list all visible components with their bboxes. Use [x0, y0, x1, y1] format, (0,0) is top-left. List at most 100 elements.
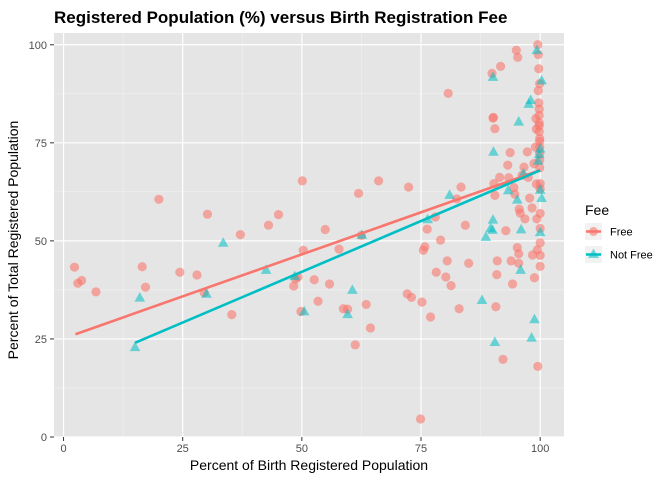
point-free [498, 354, 508, 364]
point-free [514, 258, 524, 268]
point-free [420, 242, 430, 252]
point-not-free [511, 194, 523, 204]
point-free [263, 220, 274, 230]
legend-marker-free [589, 227, 598, 236]
point-free [535, 250, 545, 260]
point-free [535, 261, 545, 271]
trend-lines [75, 169, 541, 345]
point-not-free [487, 224, 498, 234]
x-axis-ticks: 0 25 50 75 100 [60, 437, 549, 455]
point-not-free [134, 292, 146, 302]
point-free [520, 214, 530, 224]
legend-label-not-free: Not Free [610, 250, 653, 262]
point-free [417, 297, 427, 307]
point-free [227, 310, 237, 320]
trend-line-not-free [134, 169, 541, 345]
point-not-free [488, 146, 499, 156]
y-tick-label: 50 [35, 236, 47, 248]
x-tick-label: 0 [60, 443, 66, 455]
point-free [513, 52, 523, 62]
point-free [406, 292, 417, 302]
grid-lines [54, 33, 564, 438]
point-free [175, 267, 185, 277]
legend-marker-not-free [588, 248, 599, 258]
point-free [431, 267, 441, 277]
point-free [522, 147, 532, 157]
x-tick-label: 25 [177, 443, 189, 455]
legend-label-free: Free [610, 227, 633, 239]
x-axis-title: Percent of Birth Registered Population [190, 457, 428, 473]
point-not-free [487, 214, 499, 224]
point-free [503, 160, 513, 170]
point-free [192, 270, 202, 280]
point-free [289, 281, 299, 291]
point-not-free [526, 332, 537, 342]
point-not-free [444, 189, 455, 199]
point-not-free [536, 192, 547, 203]
point-not-free [534, 226, 546, 237]
y-tick-label: 25 [35, 334, 47, 346]
point-free [442, 256, 452, 266]
point-free [441, 272, 451, 282]
point-free [353, 188, 364, 199]
point-free [525, 193, 535, 203]
point-free [309, 275, 319, 285]
point-free [415, 414, 426, 424]
point-not-free [502, 184, 514, 195]
legend-item-free: Free [585, 223, 633, 240]
point-not-free [201, 288, 212, 298]
point-free [492, 270, 502, 280]
point-free [235, 230, 245, 240]
point-free [535, 238, 545, 248]
point-not-free [534, 184, 546, 194]
point-free [533, 86, 543, 96]
y-axis-title: Percent of Total Registered Population [5, 121, 21, 360]
point-not-free [129, 341, 141, 352]
chart-title: Registered Population (%) versus Birth R… [54, 8, 507, 27]
point-free [202, 209, 213, 219]
point-not-free [515, 264, 526, 274]
trend-line-free [75, 169, 541, 336]
point-free [464, 258, 474, 268]
point-not-free [532, 155, 544, 165]
point-free [511, 45, 521, 55]
point-not-free [529, 313, 540, 324]
plot-panel [54, 33, 564, 437]
point-free [507, 279, 518, 289]
point-free [324, 279, 335, 289]
point-free [425, 312, 436, 322]
point-free [514, 249, 524, 259]
point-not-free [536, 74, 547, 85]
point-free [404, 182, 414, 192]
point-free [506, 256, 516, 266]
x-tick-label: 100 [531, 443, 549, 455]
point-free [69, 262, 80, 272]
point-free [140, 282, 151, 292]
point-not-free [217, 237, 229, 247]
point-free [529, 273, 540, 283]
point-not-free [533, 148, 545, 159]
point-free [422, 224, 432, 234]
point-free [535, 208, 545, 219]
point-free [501, 226, 511, 236]
point-free [496, 61, 506, 71]
point-free [505, 148, 515, 158]
point-free [361, 299, 371, 310]
point-not-free [476, 294, 488, 305]
point-not-free [298, 305, 310, 316]
point-free [154, 194, 164, 204]
point-free [492, 256, 502, 266]
point-free [273, 210, 284, 220]
point-free [77, 275, 87, 286]
point-free [527, 203, 537, 213]
point-not-free [489, 336, 501, 346]
point-free [533, 40, 543, 50]
point-free [297, 176, 307, 186]
point-free [320, 224, 330, 235]
x-tick-label: 75 [415, 443, 427, 455]
point-not-free [513, 116, 525, 126]
point-free [460, 220, 470, 230]
point-free [533, 361, 543, 371]
point-not-free [531, 44, 543, 55]
